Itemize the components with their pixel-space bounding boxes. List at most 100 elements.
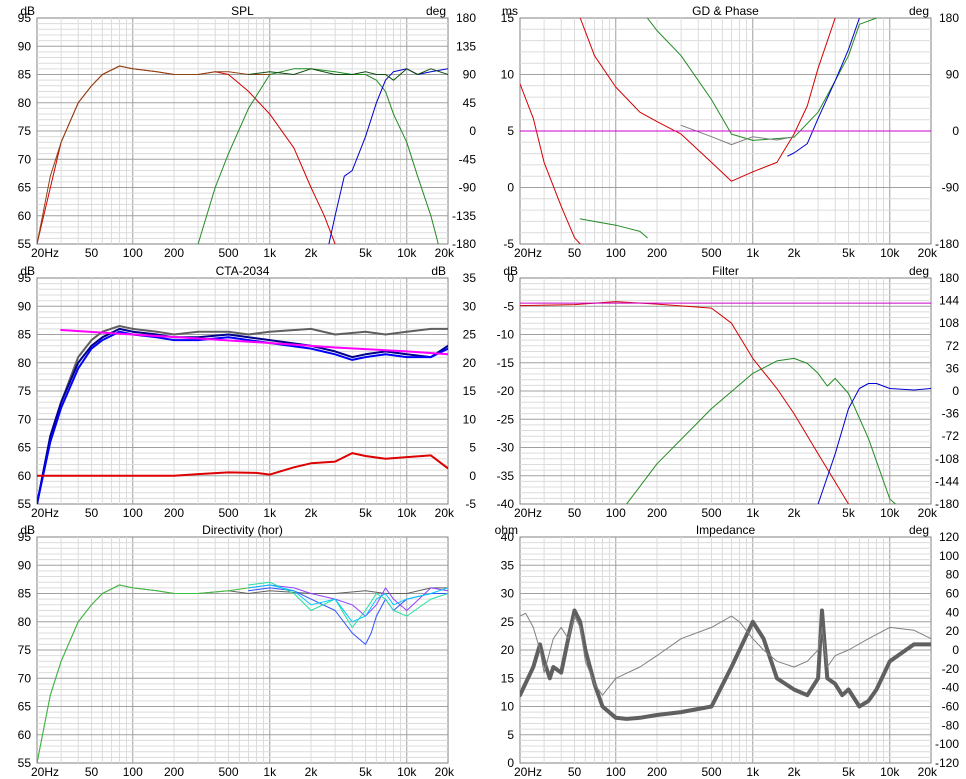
x-tick-label: 2k: [305, 506, 319, 520]
series-group: [37, 581, 448, 763]
y2-tick-label: -120: [935, 756, 959, 770]
x-tick-label: 1k: [746, 506, 760, 520]
y2-tick-label: 5: [469, 441, 476, 455]
y-tick-label: -5: [503, 237, 514, 251]
series-group: [37, 325, 448, 504]
y2-tick-label: 180: [456, 11, 476, 25]
chart-title: Filter: [712, 264, 739, 278]
x-tick-label: 1k: [263, 765, 277, 779]
x-tick-label: 2k: [788, 765, 802, 779]
y-tick-label: 40: [501, 530, 515, 544]
y2-tick-label: -60: [942, 700, 960, 714]
y2-tick-label: 144: [939, 294, 959, 308]
x-tick-label: 20Hz: [514, 246, 542, 260]
y-axis-unit: dB: [20, 264, 35, 278]
y2-tick-label: 80: [946, 568, 960, 582]
x-tick-label: 2k: [305, 765, 319, 779]
x-tick-label: 20Hz: [31, 506, 59, 520]
y2-axis-unit: deg: [909, 264, 929, 278]
series-line-3: [579, 218, 648, 239]
series-line-2: [520, 612, 931, 696]
x-tick-label: 2k: [788, 246, 802, 260]
series-line-1: [37, 325, 448, 504]
y2-tick-label: 36: [946, 361, 960, 375]
y-axis-unit: ms: [502, 4, 518, 18]
y-tick-label: 65: [18, 700, 32, 714]
y2-tick-label: 0: [952, 124, 959, 138]
y2-axis-unit: deg: [909, 523, 929, 537]
y-tick-label: 65: [18, 181, 32, 195]
y2-tick-label: 10: [463, 412, 477, 426]
y-tick-label: 55: [18, 237, 32, 251]
y2-tick-label: -135: [452, 209, 476, 223]
series-group: [520, 301, 931, 504]
chart-title: SPL: [231, 4, 254, 18]
x-tick-label: 20k: [435, 506, 455, 520]
y2-tick-label: -45: [459, 152, 477, 166]
x-tick-label: 10k: [880, 246, 900, 260]
series-line-5: [248, 68, 448, 81]
x-tick-label: 500: [702, 246, 722, 260]
y2-tick-label: 0: [952, 384, 959, 398]
x-tick-label: 1k: [746, 765, 760, 779]
y-tick-label: 0: [507, 181, 514, 195]
series-line-2: [579, 18, 836, 182]
y2-tick-label: -90: [459, 181, 477, 195]
grid: [520, 537, 931, 763]
y-tick-label: -10: [497, 328, 515, 342]
y2-tick-label: -108: [935, 452, 959, 466]
series-line-5: [248, 584, 448, 623]
y2-tick-label: 20: [463, 356, 477, 370]
y-tick-label: -40: [497, 497, 515, 511]
series-line-6: [37, 584, 249, 763]
grid: [37, 537, 448, 763]
y-tick-label: 10: [501, 68, 515, 82]
series-line-2: [37, 327, 448, 504]
series-line-4: [248, 581, 448, 628]
y2-tick-label: 180: [939, 271, 959, 285]
x-tick-label: 10k: [880, 765, 900, 779]
y2-tick-label: 30: [463, 299, 477, 313]
grid: [37, 278, 448, 504]
x-tick-label: 50: [85, 246, 99, 260]
y2-tick-label: 0: [952, 643, 959, 657]
series-line-4: [37, 65, 271, 244]
x-tick-label: 500: [219, 506, 239, 520]
x-tick-label: 20k: [918, 506, 938, 520]
y2-tick-label: 15: [463, 384, 477, 398]
x-tick-label: 500: [702, 506, 722, 520]
grid: [37, 18, 448, 244]
x-tick-label: 1k: [263, 506, 277, 520]
series-line-5: [37, 452, 448, 477]
chart-title: Directivity (hor): [202, 523, 283, 537]
series-line-2: [626, 357, 896, 504]
y-tick-label: 80: [18, 615, 32, 629]
x-tick-label: 200: [164, 246, 184, 260]
y2-tick-label: 60: [946, 587, 960, 601]
y2-tick-label: -72: [942, 429, 960, 443]
y-tick-label: 0: [507, 756, 514, 770]
x-tick-label: 200: [647, 246, 667, 260]
y-tick-label: 70: [18, 152, 32, 166]
y-tick-label: -5: [503, 299, 514, 313]
x-tick-label: 50: [85, 506, 99, 520]
y-tick-label: 90: [18, 299, 32, 313]
series-group: [37, 65, 448, 244]
x-tick-label: 10k: [880, 506, 900, 520]
y-tick-label: 25: [501, 615, 515, 629]
x-tick-label: 10k: [397, 765, 417, 779]
y-tick-label: 80: [18, 356, 32, 370]
y-tick-label: 80: [18, 96, 32, 110]
y-tick-label: -20: [497, 384, 515, 398]
x-tick-label: 10k: [397, 506, 417, 520]
x-tick-label: 100: [123, 246, 143, 260]
y2-tick-label: -180: [452, 237, 476, 251]
y2-tick-label: 180: [939, 11, 959, 25]
x-tick-label: 200: [164, 765, 184, 779]
y-tick-label: 95: [18, 530, 32, 544]
y2-tick-label: 20: [946, 624, 960, 638]
y-tick-label: 95: [18, 11, 32, 25]
x-tick-label: 5k: [842, 506, 856, 520]
